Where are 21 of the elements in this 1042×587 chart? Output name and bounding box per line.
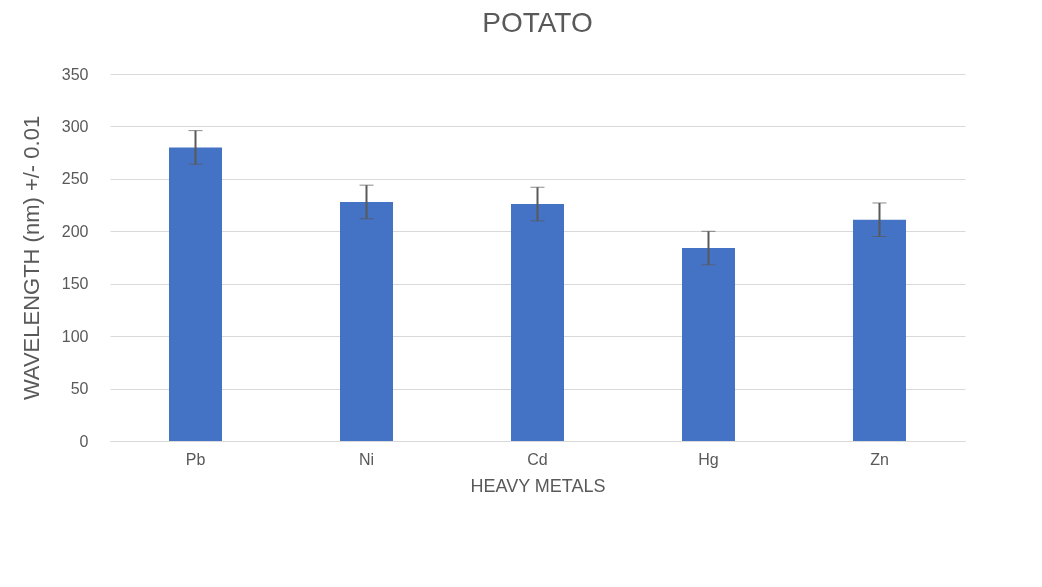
x-tick-label: Pb [185, 450, 206, 468]
bar [852, 219, 906, 441]
y-axis-title: WAVELENGTH (nm) +/- 0.01 [18, 115, 44, 401]
x-tick-label: Cd [527, 450, 548, 468]
y-tick-label: 350 [61, 65, 89, 83]
x-tick-label: Zn [870, 450, 889, 468]
bar [510, 204, 564, 441]
x-axis-title: HEAVY METALS [470, 475, 606, 496]
bar [681, 248, 735, 441]
x-tick-label: Ni [358, 450, 375, 468]
x-tick-label: Hg [698, 450, 719, 468]
y-tick-label: 250 [61, 170, 89, 188]
y-tick-label: 50 [70, 380, 89, 398]
bar [168, 147, 222, 441]
y-tick-label: 200 [61, 222, 89, 240]
y-tick-label: 100 [61, 327, 89, 345]
y-tick-label: 300 [61, 117, 89, 135]
bar [339, 201, 393, 441]
chart-title: POTATO [482, 7, 593, 38]
y-tick-label: 150 [61, 275, 89, 293]
y-tick-label: 0 [79, 432, 89, 450]
